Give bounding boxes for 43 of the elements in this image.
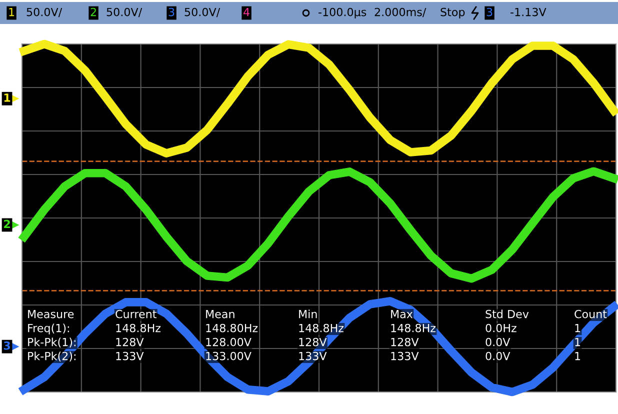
text: 2.000ms/: [374, 8, 426, 18]
annotation: 1: [575, 324, 580, 332]
annotation: Max: [391, 310, 413, 318]
annotation: 128V: [299, 338, 327, 346]
annotation: 1: [575, 352, 580, 360]
annotation: 133.00V: [206, 352, 252, 360]
annotation: Pk-Pk(2):: [28, 352, 76, 362]
legend-label: 1: [4, 94, 10, 102]
annotation: 148.8Hz: [116, 324, 161, 332]
text: -1.13V: [510, 8, 546, 16]
text: -100.0µs: [318, 8, 366, 18]
annotation: Current: [116, 310, 156, 318]
annotation: Std Dev: [486, 310, 529, 318]
text: 4: [244, 8, 250, 16]
annotation: 0.0Hz: [486, 324, 516, 332]
annotation: 0.0V: [486, 352, 510, 360]
annotation: 1: [575, 338, 580, 346]
text: 50.0V/: [106, 8, 142, 18]
annotation: Measure: [28, 310, 74, 318]
text: 3: [168, 8, 174, 16]
annotation: 128.00V: [206, 338, 252, 346]
annotation: 133V: [299, 352, 327, 360]
text: 50.0V/: [26, 8, 62, 18]
legend-label: 2: [4, 220, 10, 228]
annotation: 0.0V: [486, 338, 510, 346]
text: Stop: [440, 8, 465, 18]
annotation: Min: [299, 310, 317, 318]
annotation: 133V: [391, 352, 419, 360]
text: 2: [90, 8, 96, 16]
annotation: Freq(1):: [28, 324, 69, 334]
annotation: Pk-Pk(1):: [28, 338, 76, 348]
annotation: 148.8Hz: [391, 324, 436, 332]
annotation: Count: [574, 310, 607, 318]
annotation: 148.80Hz: [206, 324, 258, 332]
annotation: 148.8Hz: [299, 324, 344, 332]
legend-label: 3: [4, 341, 10, 350]
text: 50.0V/: [184, 8, 220, 18]
annotation: Mean: [206, 310, 234, 318]
text: 1: [9, 8, 14, 16]
text: 3: [486, 8, 492, 16]
annotation: 128V: [116, 338, 144, 346]
annotation: 128V: [391, 338, 419, 346]
annotation: 133V: [116, 352, 144, 360]
